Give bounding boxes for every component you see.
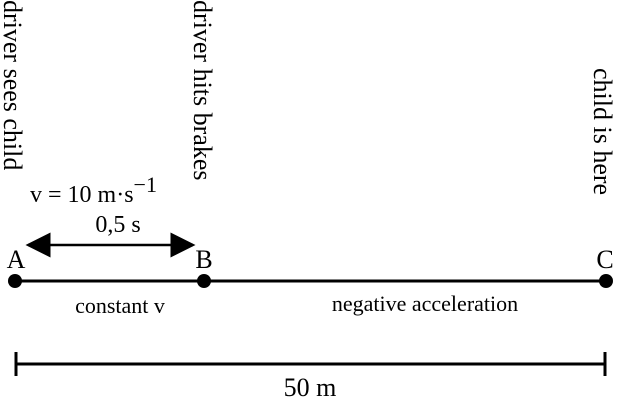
point-a (8, 274, 22, 288)
distance-label: 50 m (284, 373, 337, 400)
point-c (599, 274, 613, 288)
time-label: 0,5 s (95, 212, 140, 238)
velocity-text: v = 10 m·s (30, 182, 134, 208)
segment-ab-description: constant v (75, 293, 165, 318)
velocity-exponent: −1 (134, 172, 157, 197)
velocity-label: v = 10 m·s−1 (30, 172, 157, 208)
point-b (197, 274, 211, 288)
segment-bc-description: negative acceleration (332, 291, 518, 316)
annotation-child-is-here: child is here (588, 68, 617, 195)
point-label-a: A (7, 245, 26, 274)
annotation-driver-hits-brakes: driver hits brakes (188, 0, 217, 181)
annotation-driver-sees-child: driver sees child (0, 0, 27, 170)
point-label-c: C (596, 245, 613, 274)
point-label-b: B (195, 245, 212, 274)
